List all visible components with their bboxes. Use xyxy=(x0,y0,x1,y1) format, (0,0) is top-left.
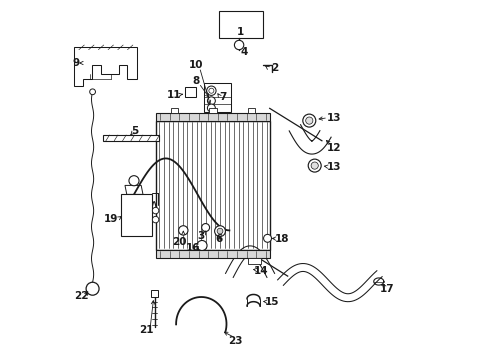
Text: 23: 23 xyxy=(228,336,243,346)
Text: 19: 19 xyxy=(103,214,118,224)
Text: 1: 1 xyxy=(237,27,244,37)
Text: 9: 9 xyxy=(73,58,80,68)
Text: 2: 2 xyxy=(270,63,278,73)
Text: 18: 18 xyxy=(274,234,289,244)
Bar xyxy=(103,135,159,141)
Circle shape xyxy=(152,216,159,223)
Circle shape xyxy=(86,282,99,295)
Bar xyxy=(121,194,152,236)
Text: 20: 20 xyxy=(171,237,186,247)
Bar xyxy=(156,113,269,121)
Circle shape xyxy=(201,224,209,231)
Text: 15: 15 xyxy=(264,297,279,307)
Text: 13: 13 xyxy=(326,113,340,123)
Text: 13: 13 xyxy=(326,162,340,172)
Circle shape xyxy=(307,159,321,172)
Circle shape xyxy=(263,234,271,242)
Text: 14: 14 xyxy=(253,266,267,276)
Bar xyxy=(204,83,231,112)
Circle shape xyxy=(305,117,312,124)
Bar xyxy=(151,290,158,297)
Text: 4: 4 xyxy=(241,47,248,57)
Circle shape xyxy=(197,240,206,251)
Text: 8: 8 xyxy=(192,76,199,86)
Bar xyxy=(156,121,269,250)
Circle shape xyxy=(214,226,225,237)
Circle shape xyxy=(89,89,95,95)
Circle shape xyxy=(152,207,159,214)
Text: 22: 22 xyxy=(74,291,88,301)
Text: 6: 6 xyxy=(215,234,223,244)
Circle shape xyxy=(207,97,215,105)
Text: 5: 5 xyxy=(131,126,138,136)
Bar xyxy=(170,108,178,113)
Circle shape xyxy=(234,40,244,50)
Text: 10: 10 xyxy=(188,60,203,70)
Circle shape xyxy=(207,104,215,112)
Text: 21: 21 xyxy=(139,325,154,336)
Circle shape xyxy=(217,228,223,234)
Text: 17: 17 xyxy=(379,284,393,294)
Bar xyxy=(247,108,255,113)
Circle shape xyxy=(208,88,213,93)
Circle shape xyxy=(129,176,139,186)
Circle shape xyxy=(178,226,187,235)
Text: 3: 3 xyxy=(197,231,204,241)
Text: 16: 16 xyxy=(185,243,200,253)
Text: 11: 11 xyxy=(167,90,181,100)
Bar xyxy=(219,11,262,38)
Text: 12: 12 xyxy=(326,143,341,153)
Text: 7: 7 xyxy=(219,92,226,102)
Circle shape xyxy=(302,114,315,127)
Bar xyxy=(247,258,260,264)
Bar xyxy=(156,250,269,258)
Bar xyxy=(209,108,216,113)
Circle shape xyxy=(206,86,216,95)
Circle shape xyxy=(310,162,318,169)
Bar xyxy=(185,87,196,97)
